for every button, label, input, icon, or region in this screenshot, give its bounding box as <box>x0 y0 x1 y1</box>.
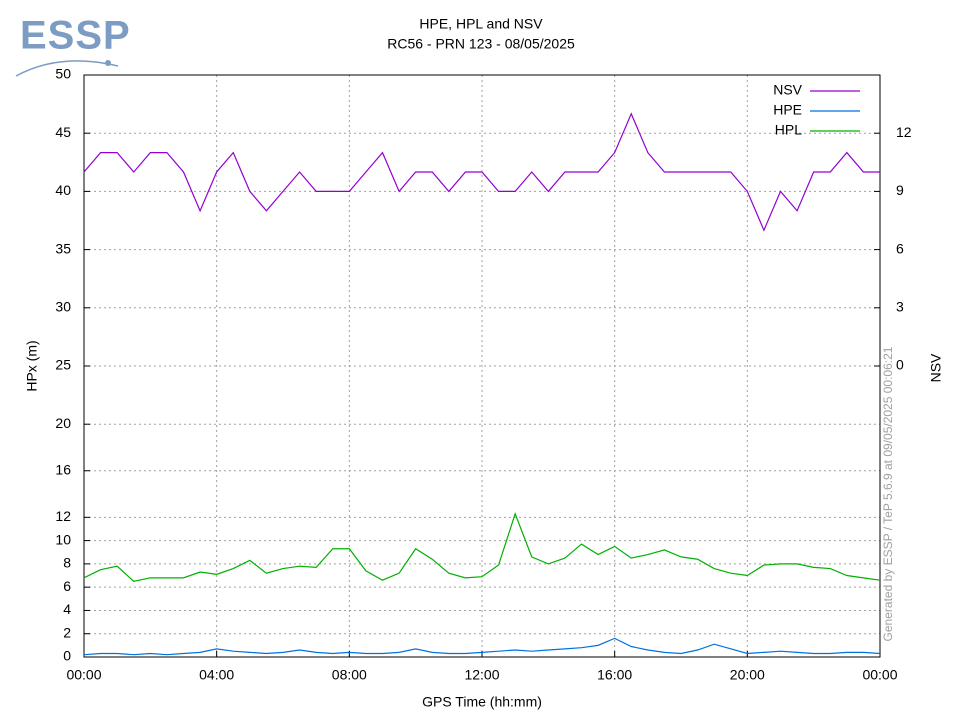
x-tick-label: 00:00 <box>862 667 897 683</box>
y2-tick-label: 3 <box>896 299 904 315</box>
y-tick-label: 2 <box>63 624 71 640</box>
y-tick-label: 8 <box>63 555 71 571</box>
y-tick-label: 0 <box>63 648 71 664</box>
y-tick-label: 25 <box>55 357 71 373</box>
plot-frame <box>83 74 881 658</box>
y-tick-label: 40 <box>55 182 71 198</box>
x-tick-label: 08:00 <box>332 667 367 683</box>
series-line <box>83 112 880 232</box>
y2-tick-label: 0 <box>896 357 904 373</box>
legend-label: NSV <box>773 82 802 98</box>
chart-title: HPE, HPL and NSV <box>419 16 543 32</box>
y-tick-label: 10 <box>55 531 71 547</box>
chart-subtitle: RC56 - PRN 123 - 08/05/2025 <box>387 36 575 52</box>
legend-label: HPE <box>773 102 802 118</box>
x-tick-label: 16:00 <box>597 667 632 683</box>
logo: ESSP <box>20 14 131 58</box>
annotation: Generated by ESSP / TeP 5.6.9 at 09/05/2… <box>881 346 895 641</box>
y-axis-label: HPx (m) <box>24 340 40 391</box>
y-tick-label: 50 <box>55 66 71 82</box>
series-line <box>83 637 881 656</box>
logo-dot <box>105 60 111 66</box>
x-tick-label: 00:00 <box>66 667 101 683</box>
y-tick-label: 12 <box>55 508 71 524</box>
legend-label: HPL <box>775 122 802 138</box>
y2-tick-label: 12 <box>896 124 912 140</box>
y-tick-label: 20 <box>55 415 71 431</box>
series-line <box>83 512 881 582</box>
y2-axis-label: NSV <box>928 353 944 382</box>
x-tick-label: 20:00 <box>730 667 765 683</box>
y-tick-label: 35 <box>55 240 71 256</box>
x-tick-label: 04:00 <box>199 667 234 683</box>
y-tick-label: 16 <box>55 461 71 477</box>
y-tick-label: 30 <box>55 299 71 315</box>
x-axis-label: GPS Time (hh:mm) <box>422 694 542 710</box>
y-tick-label: 4 <box>63 601 71 617</box>
y-tick-label: 6 <box>63 578 71 594</box>
y-tick-label: 45 <box>55 124 71 140</box>
x-tick-label: 12:00 <box>464 667 499 683</box>
y2-tick-label: 6 <box>896 240 904 256</box>
y2-tick-label: 9 <box>896 182 904 198</box>
